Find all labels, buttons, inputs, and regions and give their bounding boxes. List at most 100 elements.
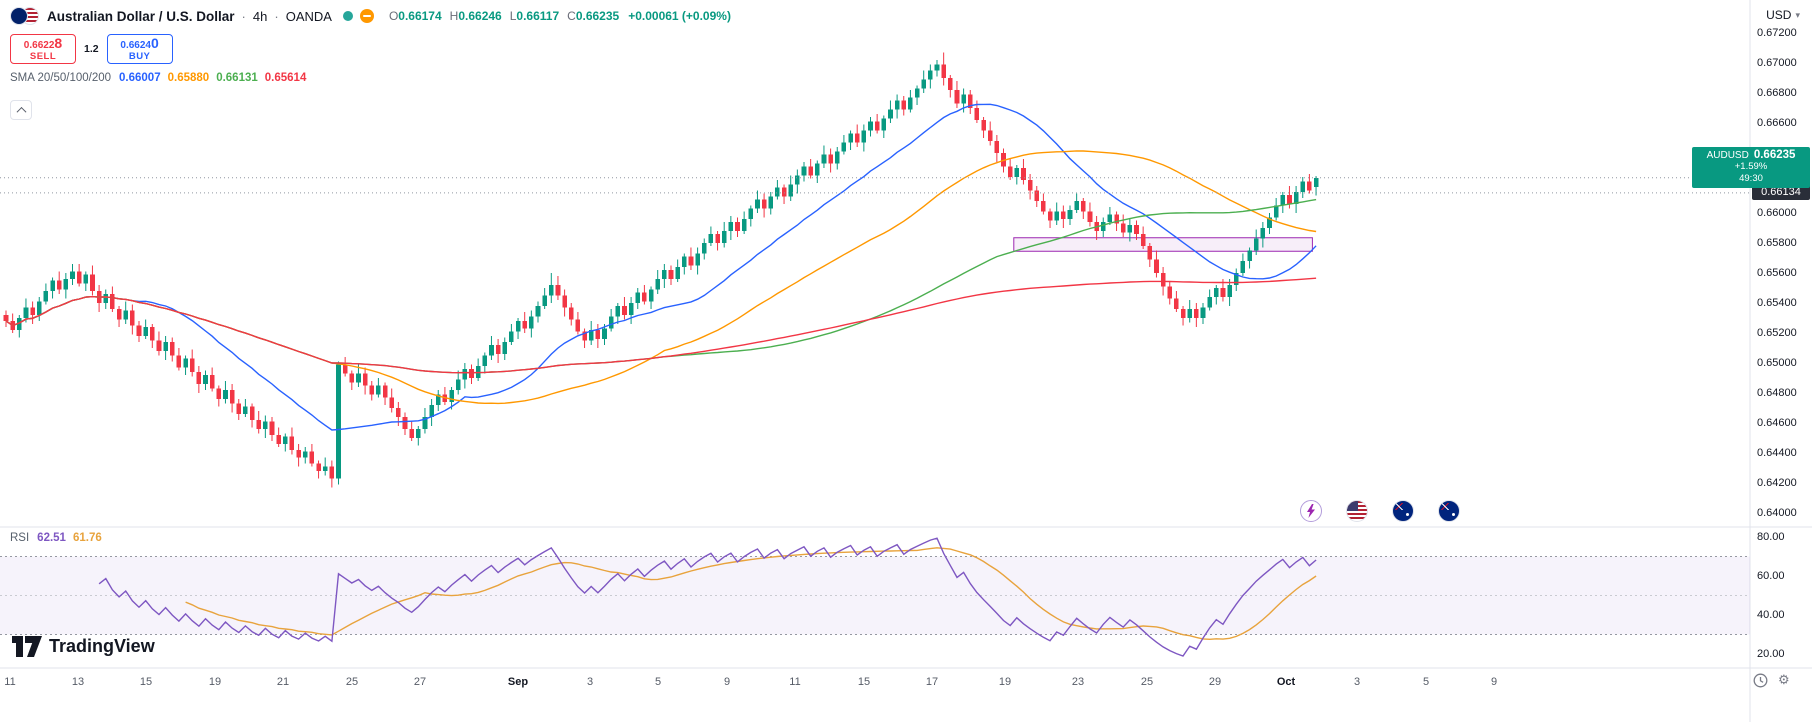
time-tick: 9 bbox=[723, 676, 731, 688]
sma-legend[interactable]: SMA 20/50/100/200 0.66007 0.65880 0.66131 0… bbox=[10, 72, 306, 84]
time-tick: 15 bbox=[139, 676, 153, 688]
time-tick: 27 bbox=[413, 676, 427, 688]
event-au-flag-icon[interactable] bbox=[1392, 500, 1414, 522]
price-tick: 0.67200 bbox=[1757, 27, 1797, 39]
price-tick: 0.66000 bbox=[1757, 207, 1797, 219]
rsi-tick: 60.00 bbox=[1757, 570, 1785, 582]
time-scale[interactable]: 11 13 15 19 21 25 27 Sep 3 5 9 11 15 17 19 23 25 29 Oct 3 5 9 bbox=[0, 668, 1812, 722]
time-tick: 17 bbox=[925, 676, 939, 688]
tradingview-logo[interactable]: TradingView bbox=[12, 636, 155, 657]
symbol-title[interactable]: Australian Dollar / U.S. Dollar bbox=[47, 8, 235, 24]
time-tick: 13 bbox=[71, 676, 85, 688]
tradingview-mark-icon bbox=[12, 636, 42, 657]
axis-corner: ⚙ bbox=[1753, 672, 1809, 688]
price-tick: 0.64200 bbox=[1757, 477, 1797, 489]
price-tick: 0.65200 bbox=[1757, 327, 1797, 339]
price-scale[interactable]: 0.672000.670000.668000.666000.664000.662… bbox=[1750, 0, 1812, 722]
price-change-label: +0.00061 (+0.09%) bbox=[628, 9, 731, 23]
ohlc-legend: O0.66174 H0.66246 L0.66117 C0.66235 bbox=[389, 9, 619, 23]
chevron-down-icon: ▾ bbox=[1795, 9, 1800, 20]
price-tick: 0.64600 bbox=[1757, 417, 1797, 429]
ohlc-value: 0.66246 bbox=[458, 9, 502, 23]
sell-label: SELL bbox=[29, 50, 57, 62]
collapse-toolbar-button[interactable] bbox=[10, 100, 32, 120]
separator: · bbox=[274, 8, 279, 24]
market-open-icon bbox=[342, 11, 353, 21]
price-tick: 0.64000 bbox=[1757, 507, 1797, 519]
price-tick: 0.67000 bbox=[1757, 57, 1797, 69]
rsi-legend[interactable]: RSI 62.51 61.76 bbox=[10, 532, 102, 544]
time-tick: 3 bbox=[1353, 676, 1361, 688]
tradingview-logo-text: TradingView bbox=[49, 636, 155, 656]
time-tick: 3 bbox=[586, 676, 594, 688]
buy-button[interactable]: 0.66240 BUY bbox=[106, 34, 173, 64]
trade-panel: 0.66228 SELL 1.2 0.66240 BUY bbox=[10, 34, 173, 64]
price-tick: 0.65400 bbox=[1757, 297, 1797, 309]
rsi-legend-values: 62.51 61.76 bbox=[37, 532, 102, 544]
separator: · bbox=[241, 8, 246, 24]
rsi-tick: 40.00 bbox=[1757, 609, 1785, 621]
ohlc-label: H bbox=[449, 9, 459, 23]
sell-button[interactable]: 0.66228 SELL bbox=[10, 34, 76, 64]
sma-legend-name: SMA 20/50/100/200 bbox=[10, 72, 112, 84]
event-us-flag-icon[interactable] bbox=[1346, 500, 1368, 522]
time-tick: Sep bbox=[507, 676, 529, 688]
rsi-tick: 20.00 bbox=[1757, 648, 1785, 660]
buy-label: BUY bbox=[128, 50, 151, 62]
pair-flags-icon bbox=[10, 7, 40, 25]
time-tick: 9 bbox=[1490, 676, 1498, 688]
badge-price: 0.66235 bbox=[1753, 148, 1796, 161]
bar-countdown: 49:30 bbox=[1739, 172, 1763, 184]
exchange-label: OANDA bbox=[285, 8, 332, 24]
indicator-value: 0.65614 bbox=[264, 72, 307, 84]
time-tick: 5 bbox=[1422, 676, 1430, 688]
currency-selector[interactable]: USD ▾ bbox=[1766, 8, 1800, 22]
price-tick: 0.65000 bbox=[1757, 357, 1797, 369]
time-tick: 11 bbox=[4, 676, 16, 688]
clock-icon[interactable] bbox=[1753, 673, 1768, 688]
time-tick: Oct bbox=[1276, 676, 1296, 688]
time-tick: 15 bbox=[857, 676, 871, 688]
rsi-tick: 80.00 bbox=[1757, 531, 1785, 543]
time-tick: 21 bbox=[276, 676, 290, 688]
indicator-value: 0.65880 bbox=[167, 72, 210, 84]
time-tick: 25 bbox=[345, 676, 359, 688]
secondary-price-label: 0.66134 bbox=[1752, 183, 1810, 200]
indicator-value: 0.66007 bbox=[119, 72, 161, 84]
ohlc-label: C bbox=[567, 9, 576, 23]
aud-flag-icon bbox=[10, 7, 28, 25]
last-price-badge: AUDUSD 0.66235 +1.59% 49:30 bbox=[1692, 146, 1810, 188]
price-tick: 0.66800 bbox=[1757, 87, 1797, 99]
price-tick: 0.65600 bbox=[1757, 267, 1797, 279]
broker-logo-icon bbox=[359, 9, 374, 23]
price-tick: 0.65800 bbox=[1757, 237, 1797, 249]
price-tick: 0.64800 bbox=[1757, 387, 1797, 399]
indicator-value: 61.76 bbox=[72, 532, 102, 544]
ohlc-value: 0.66174 bbox=[398, 9, 442, 23]
interval-label[interactable]: 4h bbox=[252, 8, 268, 24]
event-icons-row bbox=[1300, 500, 1460, 522]
sma-legend-values: 0.66007 0.65880 0.66131 0.65614 bbox=[119, 72, 306, 84]
gear-icon[interactable]: ⚙ bbox=[1778, 672, 1790, 687]
buy-price: 0.66240 bbox=[120, 35, 159, 52]
time-tick: 11 bbox=[789, 676, 801, 688]
spread-label: 1.2 bbox=[84, 43, 99, 55]
time-tick: 25 bbox=[1140, 676, 1154, 688]
badge-symbol: AUDUSD bbox=[1706, 149, 1749, 161]
time-tick: 19 bbox=[998, 676, 1012, 688]
event-lightning-icon[interactable] bbox=[1300, 500, 1322, 522]
sell-price: 0.66228 bbox=[23, 35, 63, 52]
ohlc-value: 0.66117 bbox=[516, 9, 560, 23]
price-tick: 0.64400 bbox=[1757, 447, 1797, 459]
time-tick: 29 bbox=[1208, 676, 1222, 688]
badge-change-percent: +1.59% bbox=[1734, 160, 1768, 172]
indicator-value: 62.51 bbox=[37, 532, 66, 544]
ohlc-value: 0.66235 bbox=[575, 9, 620, 23]
chart-header: Australian Dollar / U.S. Dollar · 4h · O… bbox=[10, 7, 731, 25]
rsi-legend-name: RSI bbox=[10, 532, 30, 544]
event-au-flag-icon[interactable] bbox=[1438, 500, 1460, 522]
indicator-value: 0.66131 bbox=[216, 72, 258, 84]
time-tick: 5 bbox=[654, 676, 662, 688]
